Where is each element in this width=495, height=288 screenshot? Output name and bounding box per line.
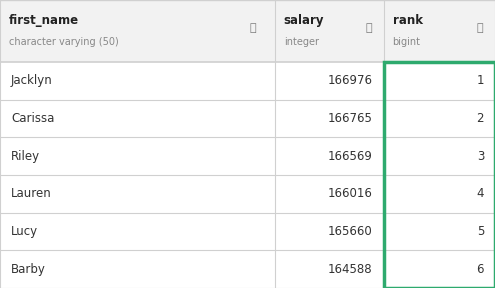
Text: 2: 2 bbox=[477, 112, 484, 125]
Text: Lucy: Lucy bbox=[11, 225, 38, 238]
Text: character varying (50): character varying (50) bbox=[9, 37, 119, 47]
Bar bbox=[0, 100, 495, 137]
Text: 166016: 166016 bbox=[328, 187, 373, 200]
Text: 🔒: 🔒 bbox=[249, 23, 256, 33]
Text: Riley: Riley bbox=[11, 150, 40, 163]
Text: 6: 6 bbox=[477, 263, 484, 276]
Text: Barby: Barby bbox=[11, 263, 46, 276]
Text: 🔒: 🔒 bbox=[477, 23, 484, 33]
Text: 5: 5 bbox=[477, 225, 484, 238]
Text: 166765: 166765 bbox=[328, 112, 373, 125]
Bar bbox=[0, 175, 495, 213]
Bar bbox=[0, 137, 495, 175]
Text: 3: 3 bbox=[477, 150, 484, 163]
Text: rank: rank bbox=[393, 14, 423, 26]
Text: 4: 4 bbox=[477, 187, 484, 200]
Bar bbox=[384, 62, 495, 288]
Text: 164588: 164588 bbox=[328, 263, 373, 276]
Text: 166976: 166976 bbox=[328, 74, 373, 87]
Bar bbox=[0, 213, 495, 250]
Text: Lauren: Lauren bbox=[11, 187, 51, 200]
Text: Carissa: Carissa bbox=[11, 112, 54, 125]
Bar bbox=[0, 250, 495, 288]
Text: 165660: 165660 bbox=[328, 225, 373, 238]
Text: bigint: bigint bbox=[393, 37, 421, 47]
Text: 166569: 166569 bbox=[328, 150, 373, 163]
Text: integer: integer bbox=[284, 37, 319, 47]
Text: Jacklyn: Jacklyn bbox=[11, 74, 52, 87]
Bar bbox=[0, 0, 495, 62]
Text: salary: salary bbox=[284, 14, 324, 26]
Text: 1: 1 bbox=[477, 74, 484, 87]
Bar bbox=[0, 62, 495, 100]
Text: 🔒: 🔒 bbox=[365, 23, 372, 33]
Text: first_name: first_name bbox=[9, 14, 79, 26]
